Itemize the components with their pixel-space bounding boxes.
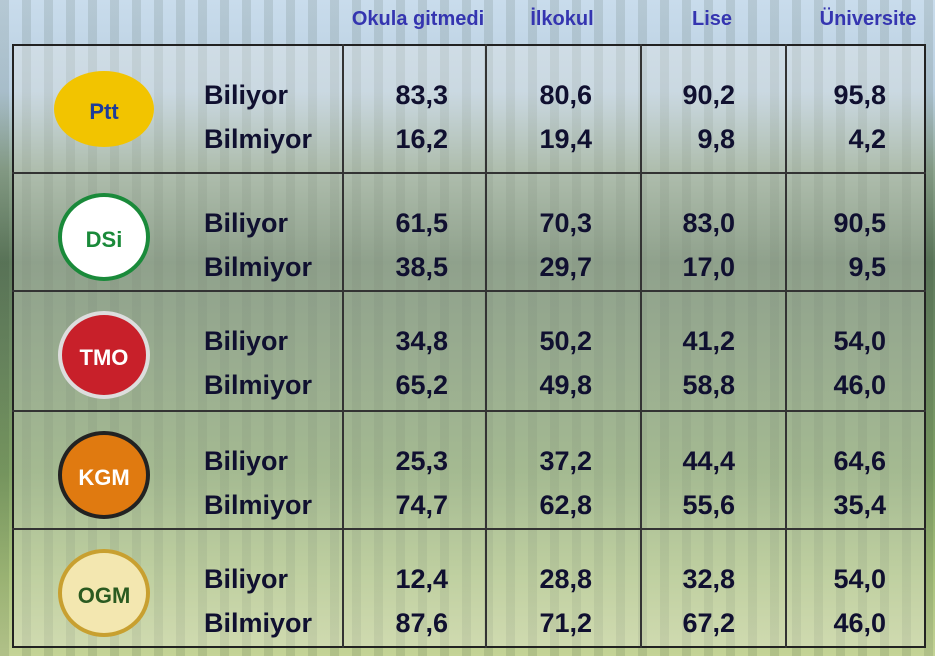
column-line [342, 44, 344, 648]
cell-value: 44,4 [635, 446, 735, 477]
logo-text: TMO [80, 345, 129, 370]
cell-value: 62,8 [492, 490, 592, 521]
cell-value: 41,2 [635, 326, 735, 357]
cell-value: 54,0 [786, 326, 886, 357]
logo: KGM [52, 430, 156, 520]
cell-value: 71,2 [492, 608, 592, 639]
cell-value: 46,0 [786, 370, 886, 401]
cell-value: 64,6 [786, 446, 886, 477]
slide: Okula gitmediİlkokulLiseÜniversite Ptt Bil… [0, 0, 935, 656]
cell-value: 95,8 [786, 80, 886, 111]
cell-value: 16,2 [348, 124, 448, 155]
cell-value: 90,5 [786, 208, 886, 239]
cell-value: 37,2 [492, 446, 592, 477]
cell-value: 9,8 [635, 124, 735, 155]
row-label: Bilmiyor [204, 490, 312, 521]
column-header: Üniversite [788, 8, 935, 31]
cell-value: 80,6 [492, 80, 592, 111]
row-label: Bilmiyor [204, 252, 312, 283]
row-label: Biliyor [204, 80, 288, 111]
cell-value: 55,6 [635, 490, 735, 521]
row-label: Bilmiyor [204, 608, 312, 639]
cell-value: 28,8 [492, 564, 592, 595]
column-header: Lise [632, 8, 792, 31]
cell-value: 65,2 [348, 370, 448, 401]
cell-value: 35,4 [786, 490, 886, 521]
column-header: İlkokul [482, 8, 642, 31]
logo-text: Ptt [89, 99, 119, 124]
row-label: Bilmiyor [204, 370, 312, 401]
cell-value: 46,0 [786, 608, 886, 639]
row-label: Biliyor [204, 564, 288, 595]
logo: Ptt [52, 64, 156, 154]
column-header: Okula gitmedi [338, 8, 498, 31]
logo: TMO [52, 310, 156, 400]
logo: DSi [52, 192, 156, 282]
cell-value: 58,8 [635, 370, 735, 401]
cell-value: 50,2 [492, 326, 592, 357]
cell-value: 17,0 [635, 252, 735, 283]
cell-value: 61,5 [348, 208, 448, 239]
logo-text: DSi [86, 227, 123, 252]
cell-value: 34,8 [348, 326, 448, 357]
row-label: Biliyor [204, 208, 288, 239]
cell-value: 54,0 [786, 564, 886, 595]
logo-text: OGM [78, 583, 131, 608]
cell-value: 29,7 [492, 252, 592, 283]
logo-text: KGM [78, 465, 129, 490]
cell-value: 83,3 [348, 80, 448, 111]
column-line [485, 44, 487, 648]
row-line [12, 290, 926, 292]
row-line [12, 172, 926, 174]
cell-value: 74,7 [348, 490, 448, 521]
cell-value: 67,2 [635, 608, 735, 639]
cell-value: 83,0 [635, 208, 735, 239]
cell-value: 9,5 [786, 252, 886, 283]
row-line [12, 410, 926, 412]
cell-value: 87,6 [348, 608, 448, 639]
row-label: Biliyor [204, 326, 288, 357]
logo: OGM [52, 548, 156, 638]
cell-value: 70,3 [492, 208, 592, 239]
row-label: Biliyor [204, 446, 288, 477]
row-label: Bilmiyor [204, 124, 312, 155]
cell-value: 4,2 [786, 124, 886, 155]
cell-value: 49,8 [492, 370, 592, 401]
cell-value: 38,5 [348, 252, 448, 283]
cell-value: 90,2 [635, 80, 735, 111]
cell-value: 32,8 [635, 564, 735, 595]
cell-value: 12,4 [348, 564, 448, 595]
row-line [12, 528, 926, 530]
cell-value: 19,4 [492, 124, 592, 155]
cell-value: 25,3 [348, 446, 448, 477]
